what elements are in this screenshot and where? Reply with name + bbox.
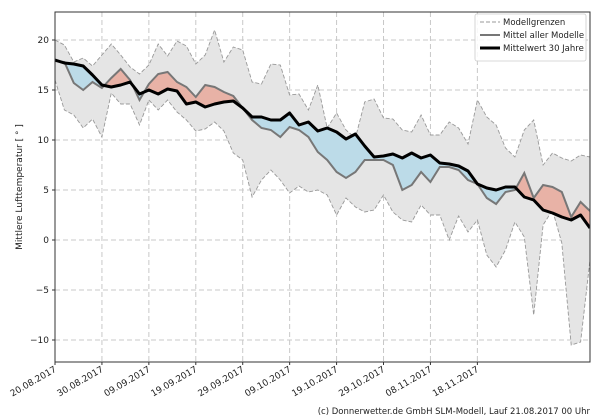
x-axis: 20.08.201730.08.201709.09.201719.09.2017…	[9, 362, 481, 399]
legend-label-climate-mean: Mittelwert 30 Jahre	[503, 44, 584, 54]
x-tick-label: 18.11.2017	[431, 365, 481, 399]
y-tick-label: −5	[36, 286, 49, 296]
x-tick-label: 29.09.2017	[197, 365, 247, 399]
plot-area	[55, 28, 590, 346]
x-tick-label: 29.10.2017	[337, 365, 387, 399]
legend-label-model-mean: Mittel aller Modelle	[503, 31, 584, 41]
y-tick-label: 20	[38, 36, 50, 46]
legend: Modellgrenzen Mittel aller Modelle Mitte…	[474, 13, 587, 62]
x-tick-label: 30.08.2017	[56, 365, 106, 399]
model-range-band	[55, 30, 590, 345]
model-lower-bound-line	[55, 79, 590, 346]
x-tick-label: 19.09.2017	[150, 365, 200, 399]
y-tick-label: 10	[38, 136, 50, 146]
y-tick-label: 15	[38, 86, 49, 96]
y-axis: −10 −5 0 5 10 15 20	[30, 36, 55, 346]
x-tick-label: 20.08.2017	[9, 365, 59, 399]
y-tick-label: 5	[43, 186, 49, 196]
credit-text: (c) Donnerwetter.de GmbH SLM-Modell, Lau…	[318, 407, 591, 417]
x-tick-label: 09.10.2017	[244, 365, 294, 399]
climate-mean-line	[55, 58, 590, 229]
y-axis-label: Mittlere Lufttemperatur [ ° ]	[15, 124, 25, 250]
legend-label-model-range: Modellgrenzen	[503, 18, 565, 28]
y-tick-label: −10	[30, 336, 49, 346]
legend-box	[474, 13, 587, 62]
model-upper-bound-line	[55, 28, 590, 167]
y-tick-label: 0	[43, 236, 49, 246]
x-tick-label: 09.09.2017	[103, 365, 153, 399]
x-tick-label: 08.11.2017	[384, 365, 434, 399]
plot-frame	[54, 11, 591, 363]
x-tick-label: 19.10.2017	[290, 365, 340, 399]
